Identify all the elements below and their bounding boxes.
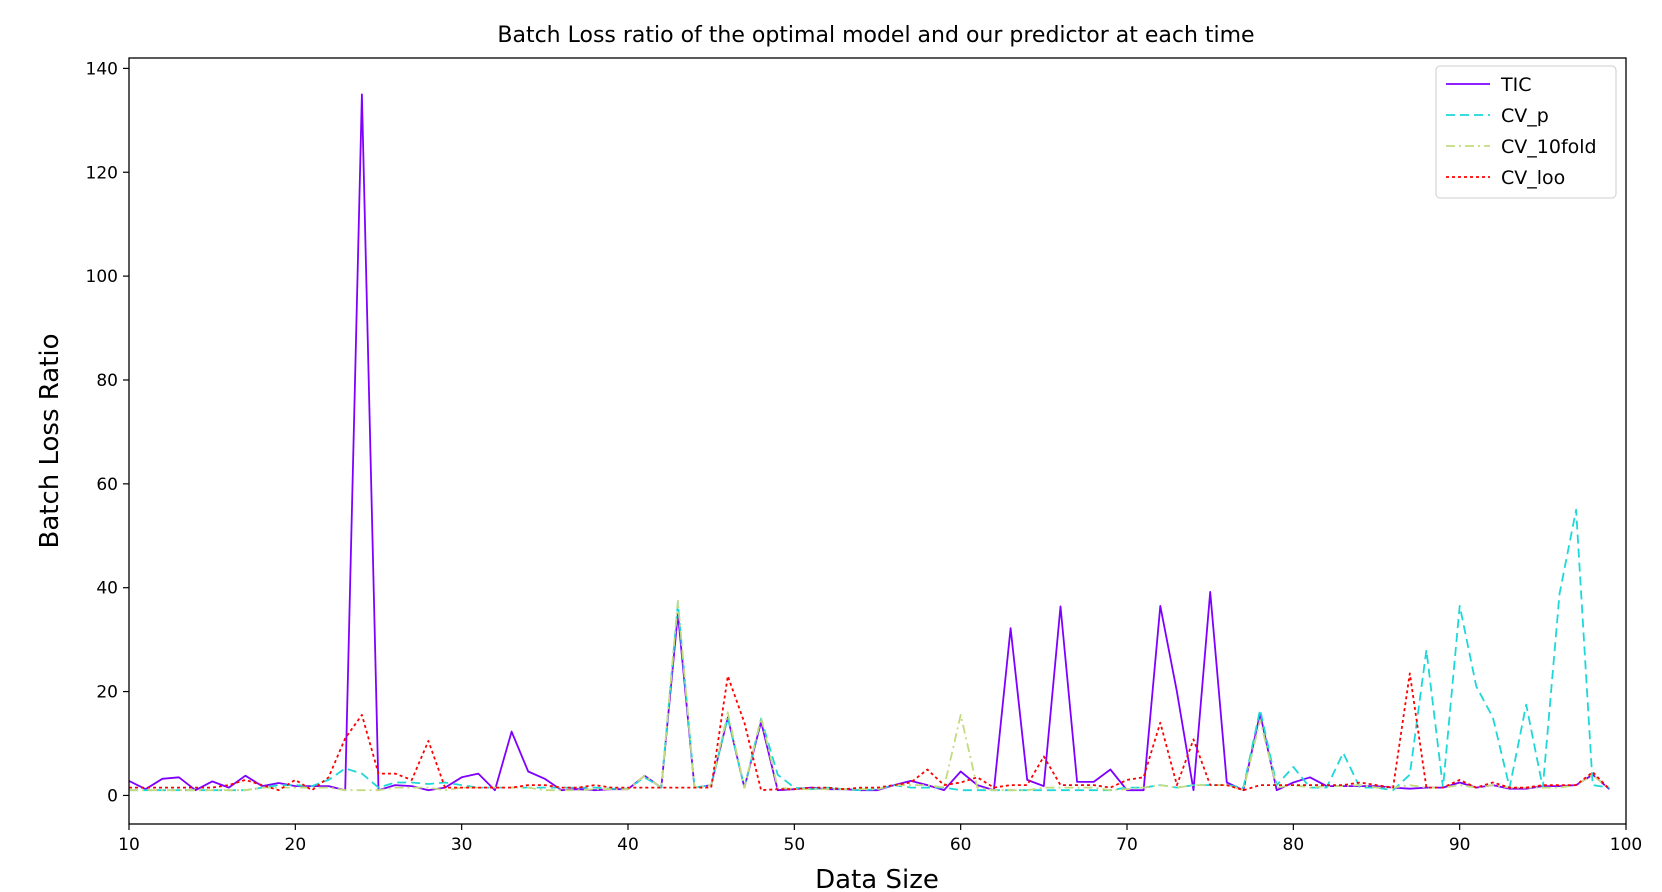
legend-label: TIC [1500,74,1531,96]
x-axis-title: Data Size [815,865,939,892]
series-line-cv-10fold [129,599,1610,792]
y-axis: 0 20 40 60 80 100 120 140 [86,59,129,806]
x-tick-label: 90 [1449,835,1471,855]
plot-frame [128,57,1627,825]
series-line-cv-p [129,508,1610,792]
y-tick-label: 0 [107,786,118,806]
y-axis-title: Batch Loss Ratio [35,333,65,548]
legend: TIC CV_p CV_10fold CV_loo [1435,65,1617,199]
x-tick-label: 10 [118,835,140,855]
series-line-tic [129,93,1610,792]
legend-label: CV_10fold [1501,136,1597,158]
x-tick-label: 30 [451,835,473,855]
y-tick-label: 40 [96,579,118,599]
legend-label: CV_p [1501,105,1549,127]
y-tick-label: 140 [86,59,118,79]
y-tick-label: 80 [96,371,118,391]
x-axis: 10 20 30 40 50 60 70 80 90 100 [118,824,1642,855]
x-tick-label: 60 [950,835,972,855]
chart-title: Batch Loss ratio of the optimal model an… [497,23,1254,48]
x-tick-label: 20 [285,835,307,855]
legend-box [1435,65,1617,199]
x-tick-label: 40 [617,835,639,855]
x-tick-label: 50 [784,835,806,855]
legend-label: CV_loo [1501,167,1565,189]
x-tick-label: 80 [1283,835,1305,855]
y-tick-label: 100 [86,267,118,287]
y-tick-label: 120 [86,163,118,183]
series-layer [129,93,1611,792]
series-line-cv-loo [129,672,1611,792]
x-tick-label: 100 [1610,835,1642,855]
y-tick-label: 60 [96,475,118,495]
y-tick-label: 20 [96,683,118,703]
x-tick-label: 70 [1116,835,1138,855]
plot-area [129,93,1611,792]
